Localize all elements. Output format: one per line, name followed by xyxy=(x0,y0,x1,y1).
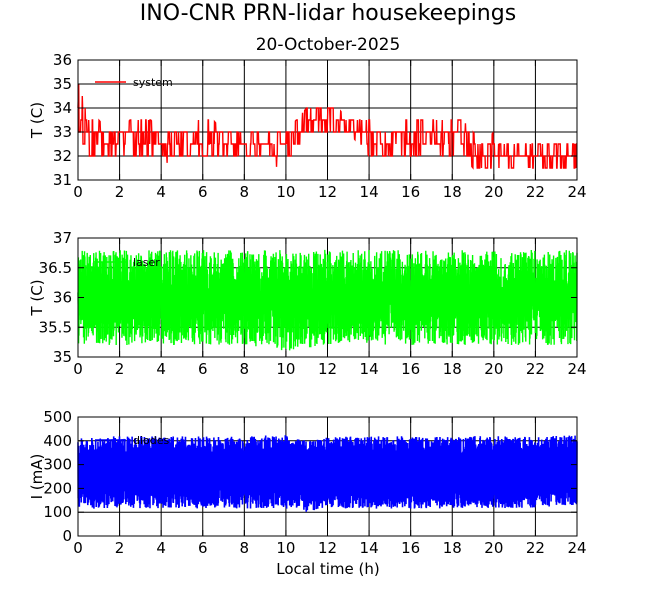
x-axis-label: Local time (h) xyxy=(276,560,380,578)
x-tick-label: 4 xyxy=(156,183,166,201)
figure-title: INO-CNR PRN-lidar housekeepings xyxy=(140,1,516,26)
x-tick-label: 12 xyxy=(318,183,337,201)
x-tick-label: 6 xyxy=(198,183,208,201)
x-tick-label: 20 xyxy=(484,183,503,201)
x-tick-label: 18 xyxy=(443,183,462,201)
y-axis-label: T (C) xyxy=(28,279,46,316)
x-tick-label: 14 xyxy=(360,539,379,557)
x-tick-label: 12 xyxy=(318,539,337,557)
x-tick-label: 14 xyxy=(360,183,379,201)
x-tick-label: 0 xyxy=(73,183,83,201)
x-tick-label: 6 xyxy=(198,539,208,557)
y-tick-label: 36 xyxy=(53,289,72,307)
x-tick-label: 12 xyxy=(318,360,337,378)
series-laser-line xyxy=(77,249,578,351)
x-tick-label: 16 xyxy=(401,360,420,378)
x-tick-label: 24 xyxy=(567,539,586,557)
y-tick-label: 400 xyxy=(43,432,72,450)
x-tick-label: 8 xyxy=(240,539,250,557)
x-tick-label: 10 xyxy=(276,360,295,378)
x-tick-label: 22 xyxy=(526,183,545,201)
x-tick-label: 16 xyxy=(401,539,420,557)
x-tick-label: 0 xyxy=(73,539,83,557)
x-tick-label: 22 xyxy=(526,539,545,557)
y-tick-label: 33 xyxy=(53,123,72,141)
series-system-line xyxy=(77,83,577,170)
x-tick-label: 2 xyxy=(115,539,125,557)
y-tick-label: 35 xyxy=(53,75,72,93)
y-tick-label: 500 xyxy=(43,408,72,426)
y-tick-label: 31 xyxy=(53,171,72,189)
x-tick-label: 18 xyxy=(443,539,462,557)
x-tick-label: 16 xyxy=(401,183,420,201)
x-tick-label: 4 xyxy=(156,360,166,378)
y-tick-label: 200 xyxy=(43,479,72,497)
figure-subtitle: 20-October-2025 xyxy=(256,35,401,55)
y-tick-label: 300 xyxy=(43,456,72,474)
legend-system-label: system xyxy=(133,76,173,89)
y-tick-label: 34 xyxy=(53,99,72,117)
x-tick-label: 8 xyxy=(240,360,250,378)
y-tick-label: 35.5 xyxy=(39,318,72,336)
y-axis-label: T (C) xyxy=(28,102,46,139)
x-tick-label: 24 xyxy=(567,183,586,201)
x-tick-label: 8 xyxy=(240,183,250,201)
series-diodes-line xyxy=(77,435,578,512)
y-tick-label: 37 xyxy=(53,229,72,247)
y-axis-label: I (mA) xyxy=(28,454,46,500)
x-tick-label: 10 xyxy=(276,183,295,201)
y-tick-label: 100 xyxy=(43,503,72,521)
y-tick-label: 35 xyxy=(53,348,72,366)
y-tick-label: 0 xyxy=(62,527,72,545)
x-tick-label: 2 xyxy=(115,183,125,201)
y-tick-label: 32 xyxy=(53,147,72,165)
x-tick-label: 20 xyxy=(484,539,503,557)
x-tick-label: 4 xyxy=(156,539,166,557)
y-tick-label: 36 xyxy=(53,51,72,69)
x-tick-label: 2 xyxy=(115,360,125,378)
x-tick-label: 22 xyxy=(526,360,545,378)
x-tick-label: 6 xyxy=(198,360,208,378)
x-tick-label: 24 xyxy=(567,360,586,378)
legend-diodes-label: diodes xyxy=(133,434,170,447)
x-tick-label: 10 xyxy=(276,539,295,557)
x-tick-label: 18 xyxy=(443,360,462,378)
legend-laser-label: laser xyxy=(133,256,160,269)
x-tick-label: 20 xyxy=(484,360,503,378)
x-tick-label: 14 xyxy=(360,360,379,378)
y-tick-label: 36.5 xyxy=(39,259,72,277)
x-tick-label: 0 xyxy=(73,360,83,378)
